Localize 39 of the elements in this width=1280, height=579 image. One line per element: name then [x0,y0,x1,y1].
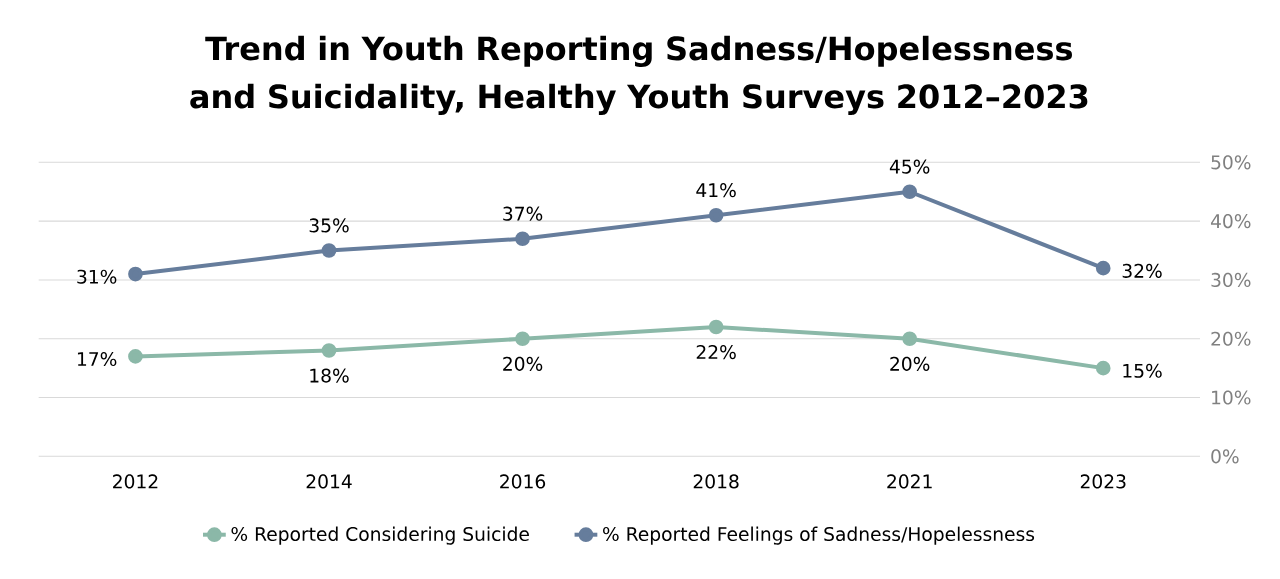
data-label: 37% [503,206,543,221]
x-tick-label: 2014 [306,474,352,489]
legend-label: % Reported Feelings of Sadness/Hopelessness [603,526,1035,545]
legend-label: % Reported Considering Suicide [231,526,529,545]
point [708,319,724,335]
data-label: 20% [503,356,543,371]
data-label: 35% [309,218,349,233]
data-label: 32% [1122,263,1162,278]
point [321,343,337,358]
x-tick-label: 2021 [887,474,932,489]
y-tick-label: 20% [1211,331,1251,346]
data-label: 20% [890,356,930,371]
point [128,266,143,282]
point [515,231,530,247]
x-tick-label: 2016 [500,474,546,489]
data-label: 45% [889,159,930,174]
data-label: 15% [1123,363,1162,378]
chart-title: Trend in Youth Reporting Sadness/Hopelessness and Suicidality, Healthy Youth Surveys 2012–2023 [190,35,1088,115]
data-label: 18% [310,368,349,383]
y-tick-label: 30% [1211,272,1251,287]
x-tick-label: 2023 [1080,474,1126,489]
y-tick-label: 0% [1211,449,1239,464]
y-tick-label: 10% [1212,390,1251,405]
point [515,331,530,347]
data-label: 31% [77,269,117,284]
point [902,184,918,200]
data-label: 22% [696,345,736,360]
point [128,349,143,364]
y-tick-label: 40% [1210,214,1251,229]
point [708,207,724,223]
x-tick-label: 2018 [693,474,739,489]
x-tick-label: 2012 [113,474,158,489]
data-label: 41% [696,183,736,198]
point [321,243,337,258]
point [1095,260,1111,276]
data-label: 17% [77,351,117,367]
point [902,331,918,347]
y-tick-label: 50% [1211,155,1251,170]
point [1095,360,1111,376]
